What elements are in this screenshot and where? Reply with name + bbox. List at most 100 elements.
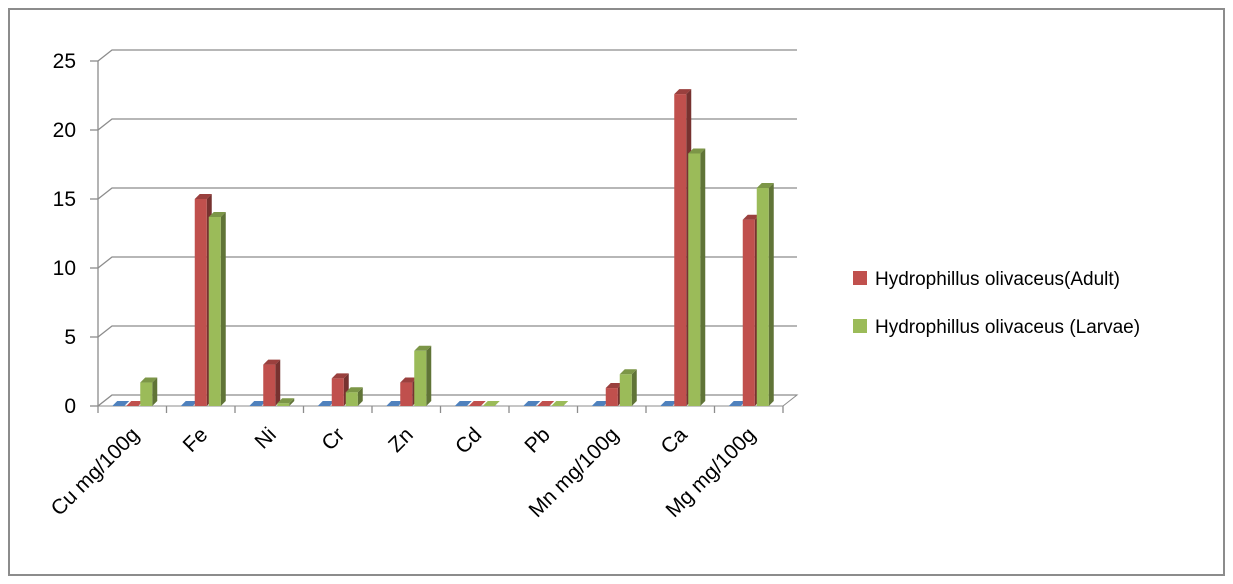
bar-front [674,94,687,407]
axes [90,60,784,413]
y-tick-label: 25 [53,50,76,73]
bar [551,401,569,406]
bar-side [700,148,706,406]
x-tick-label: Ni [250,423,280,453]
y-tick-label: 15 [53,188,76,211]
x-tick-label: Pb [520,423,554,457]
gridline [97,325,797,338]
bar-front [194,199,207,406]
bar-top [345,387,363,393]
bar-top [468,401,486,406]
bar-front [688,153,701,406]
bar-top [537,401,555,406]
bar-top [277,398,295,404]
bar [126,401,144,406]
bar [180,401,198,406]
bar-side [768,182,774,406]
gridline [97,187,797,200]
bar-front [619,374,632,406]
bar [386,401,404,406]
gridline [97,256,797,269]
bar [688,148,706,406]
bar-front [345,392,358,406]
bar-side [426,345,432,406]
bar-top [263,359,281,365]
legend-label: Hydrophillus olivaceus(Adult) [875,269,1120,290]
bar [263,359,281,406]
bar-top [140,377,158,383]
bar [277,398,295,406]
bar-top [331,373,349,379]
bar [591,401,609,406]
bar-top [756,182,774,188]
bar-side [357,387,363,406]
bar-side [275,359,281,406]
gridline [97,394,797,407]
bar-top [400,377,418,383]
bar-top [126,401,144,406]
bar [537,401,555,406]
bar-front [263,364,276,406]
x-tick-label: Cr [317,423,349,455]
bar-top [551,401,569,406]
bar-front [277,403,290,406]
bar [112,401,130,406]
bar [345,387,363,406]
bar-top [605,383,623,389]
bar-front [331,378,344,406]
bar-top [208,211,226,217]
bar-top [180,401,198,406]
x-tick-label: Cu mg/100g [47,423,144,520]
gridline [97,118,797,131]
gridline [97,49,797,62]
bar-front [400,382,413,406]
bar-top [112,401,130,406]
bar [728,401,746,406]
x-tick-label: Cd [451,423,486,458]
y-tick-label: 5 [64,326,76,349]
bar [468,401,486,406]
bar-front [414,350,427,406]
bar-top [660,401,678,406]
bar-top [688,148,706,154]
bar-top [523,401,541,406]
bar [454,401,472,406]
bar-top [619,369,637,375]
y-tick-label: 20 [53,119,76,142]
bar [523,401,541,406]
bar [619,369,637,406]
bar-top [317,401,335,406]
bar-top [591,401,609,406]
bar-top [386,401,404,406]
legend: Hydrophillus olivaceus(Adult) Hydrophillu… [853,269,1140,338]
bar-side [152,377,158,406]
bar-top [742,214,760,220]
bar-front [605,388,618,406]
bar [660,401,678,406]
bar-top [674,89,692,95]
bar-side [289,398,295,406]
bar [414,345,432,406]
bar [208,211,226,406]
bar [140,377,158,406]
x-tick-label: Ca [657,423,692,458]
bar [482,401,500,406]
bar [249,401,267,406]
bar-front [140,382,153,406]
x-tick-label: Zn [384,423,418,457]
legend-item: Hydrophillus olivaceus(Adult) [853,269,1120,290]
bar-top [482,401,500,406]
legend-label: Hydrophillus olivaceus (Larvae) [875,317,1140,338]
bar-top [249,401,267,406]
legend-item: Hydrophillus olivaceus (Larvae) [853,317,1140,338]
bar [317,401,335,406]
bar [756,182,774,406]
bar-top [728,401,746,406]
gridlines [97,49,797,407]
bar-front [742,219,755,406]
bar-side [631,369,637,406]
bar-side [220,211,226,406]
bar-top [454,401,472,406]
y-tick-labels: 0 5 10 15 20 25 [53,50,76,418]
